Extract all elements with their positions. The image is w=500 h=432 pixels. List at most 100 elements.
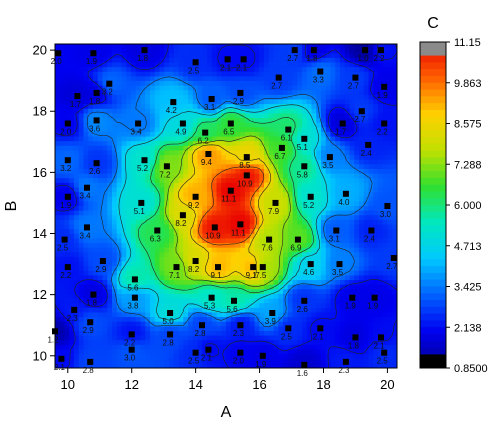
field-cell (264, 122, 270, 128)
field-cell (254, 321, 260, 327)
field-cell (349, 118, 355, 124)
field-cell (278, 94, 284, 101)
field-cell (126, 76, 132, 82)
field-cell (382, 215, 389, 221)
field-cell (197, 289, 203, 295)
contour-fill (55, 44, 397, 368)
field-cell (268, 44, 275, 50)
field-cell (349, 192, 355, 198)
field-cell (268, 243, 275, 249)
field-cell (183, 122, 189, 128)
field-cell (344, 122, 351, 128)
field-cell (64, 312, 70, 318)
field-cell (340, 164, 346, 170)
field-cell (387, 67, 393, 73)
field-cell (145, 168, 151, 175)
field-cell (292, 85, 298, 91)
field-cell (178, 284, 184, 290)
field-cell (378, 215, 384, 221)
field-cell (121, 206, 127, 212)
field-cell (102, 113, 108, 119)
field-cell (140, 173, 146, 179)
field-cell (368, 108, 374, 115)
field-cell (164, 145, 170, 152)
field-cell (230, 131, 237, 138)
field-cell (154, 145, 161, 152)
field-cell (240, 206, 246, 212)
field-cell (74, 187, 80, 193)
field-cell (83, 159, 89, 165)
field-cell (344, 67, 351, 73)
field-cell (264, 90, 270, 96)
field-cell (93, 187, 99, 193)
field-cell (297, 57, 303, 64)
field-cell (382, 229, 389, 235)
field-cell (254, 330, 260, 337)
field-cell (83, 270, 89, 277)
field-cell (131, 298, 137, 304)
field-cell (292, 136, 298, 142)
field-cell (173, 53, 180, 59)
field-cell (382, 358, 389, 364)
field-cell (349, 335, 355, 341)
field-cell (245, 326, 251, 332)
field-cell (240, 354, 246, 360)
field-cell (140, 284, 146, 290)
field-cell (140, 363, 146, 368)
field-cell (240, 252, 246, 258)
field-cell (207, 252, 213, 258)
field-cell (387, 284, 393, 290)
field-cell (112, 354, 118, 360)
field-cell (268, 340, 275, 346)
field-cell (240, 173, 246, 179)
field-cell (354, 233, 360, 239)
field-cell (330, 122, 336, 128)
field-cell (230, 224, 237, 230)
field-cell (169, 256, 175, 263)
field-cell (97, 270, 104, 277)
field-cell (169, 293, 175, 300)
field-cell (74, 326, 80, 332)
field-cell (240, 94, 246, 101)
field-cell (121, 340, 127, 346)
field-cell (340, 280, 346, 286)
field-cell (297, 127, 303, 133)
field-cell (321, 238, 327, 244)
field-cell (150, 118, 156, 124)
field-cell (173, 122, 180, 128)
field-cell (188, 67, 194, 73)
field-cell (378, 312, 384, 318)
field-cell (107, 238, 113, 244)
field-cell (221, 256, 227, 263)
field-cell (126, 298, 132, 304)
field-cell (226, 192, 232, 198)
field-cell (254, 67, 260, 73)
field-cell (235, 340, 241, 346)
field-cell (363, 335, 370, 341)
field-cell (273, 168, 279, 175)
field-cell (245, 340, 251, 346)
field-cell (330, 317, 336, 323)
field-cell (316, 303, 322, 309)
field-cell (259, 201, 265, 207)
field-cell (249, 340, 256, 346)
field-cell (97, 196, 104, 202)
field-cell (131, 85, 137, 91)
field-cell (226, 280, 232, 286)
field-cell (230, 229, 237, 235)
field-cell (145, 108, 151, 115)
field-cell (259, 303, 265, 309)
field-cell (145, 238, 151, 244)
field-cell (287, 317, 294, 323)
field-cell (59, 261, 66, 267)
field-cell (245, 67, 251, 73)
field-cell (197, 141, 203, 147)
field-cell (145, 53, 151, 59)
field-cell (88, 113, 94, 119)
field-cell (97, 363, 104, 368)
field-cell (164, 307, 170, 314)
field-cell (197, 266, 203, 272)
field-cell (135, 289, 142, 295)
field-cell (116, 266, 123, 272)
field-cell (387, 280, 393, 286)
